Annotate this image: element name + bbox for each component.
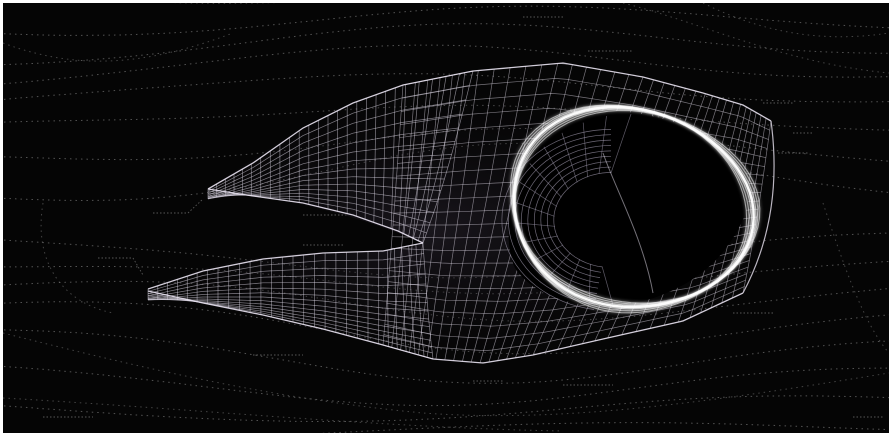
mesh-body-line [417, 75, 453, 355]
mesh-body-line [444, 69, 495, 360]
inner-tube-line [507, 134, 612, 305]
flow-line [702, 3, 889, 38]
inner-tube-line [522, 235, 558, 244]
mesh-body-line [742, 120, 772, 294]
flow-line [3, 73, 889, 103]
inner-tube-line [527, 150, 612, 289]
mesh-body-line [409, 77, 441, 353]
inner-tube-line [601, 266, 614, 305]
mesh-body-line [453, 67, 511, 361]
mesh-lower-wing-line [415, 244, 425, 357]
mesh-lower-wing-line [401, 247, 407, 352]
opening-rim [509, 104, 761, 314]
mesh-upper-wing-line [417, 73, 460, 241]
flow-line [317, 422, 889, 433]
mesh-opening-ring [501, 104, 761, 314]
inner-tube-line [520, 182, 557, 207]
mesh-upper-wing-line [364, 98, 367, 220]
inner-fold-line [602, 152, 654, 294]
inner-tube-line [598, 116, 607, 175]
mesh-outline [147, 290, 744, 364]
mesh-upper-wing-line [390, 87, 396, 229]
mesh-outline [207, 62, 772, 190]
opening-rim-line [512, 105, 755, 309]
mesh-upper-wing-line [403, 81, 420, 234]
mesh-outline [742, 120, 775, 294]
inner-tube-line [501, 129, 612, 310]
wireframe-canvas [3, 3, 889, 433]
flow-line [622, 3, 889, 74]
inner-tube-line [515, 202, 555, 217]
opening-rim-line [512, 105, 757, 310]
flow-line [3, 395, 889, 422]
mesh-upper-wing-line [408, 79, 433, 237]
mesh-outline [147, 242, 424, 290]
mesh-upper-wing-line [373, 94, 377, 223]
annotation-leader [153, 198, 204, 214]
inner-tube-line [610, 113, 632, 174]
flow-line [822, 202, 889, 354]
mesh-body-line [391, 82, 416, 348]
inner-tube-line [540, 161, 612, 278]
flow-line [3, 365, 889, 407]
opening-rim-line [511, 105, 759, 312]
inner-tube-line [543, 146, 569, 190]
mesh-body-line [426, 72, 466, 358]
inner-tube-line [582, 122, 588, 178]
flow-line [3, 5, 889, 36]
mesh-upper-wing-line [382, 91, 387, 226]
flow-line [3, 397, 564, 432]
mesh-upper-wing-line [398, 84, 407, 232]
mesh-edge-outlines [147, 62, 775, 364]
mesh-upper-wing-line [413, 76, 447, 239]
mesh-lower-wing-line [422, 242, 434, 360]
mesh-upper-wing-line [422, 70, 474, 244]
mesh-body-line [400, 80, 429, 350]
annotation-leader [98, 257, 144, 276]
inner-tube-line [561, 132, 578, 183]
mesh-body-line [470, 64, 543, 363]
flow-line [3, 44, 889, 85]
mesh-body-line [435, 70, 479, 360]
inner-tube-line [532, 244, 564, 262]
inner-tube-line [529, 163, 562, 198]
opening-rim-line [509, 104, 761, 314]
inner-tube-line [516, 222, 555, 227]
wireframe-render [3, 3, 889, 433]
flow-line [3, 23, 889, 66]
flow-line [3, 332, 889, 417]
mesh-body-line [382, 84, 404, 346]
inner-tube-line [546, 166, 612, 273]
inner-tube-line [533, 155, 612, 284]
mesh-body-line [462, 66, 527, 362]
flow-line [3, 32, 234, 62]
mesh-outline [207, 188, 424, 244]
opening-hole [508, 110, 750, 307]
